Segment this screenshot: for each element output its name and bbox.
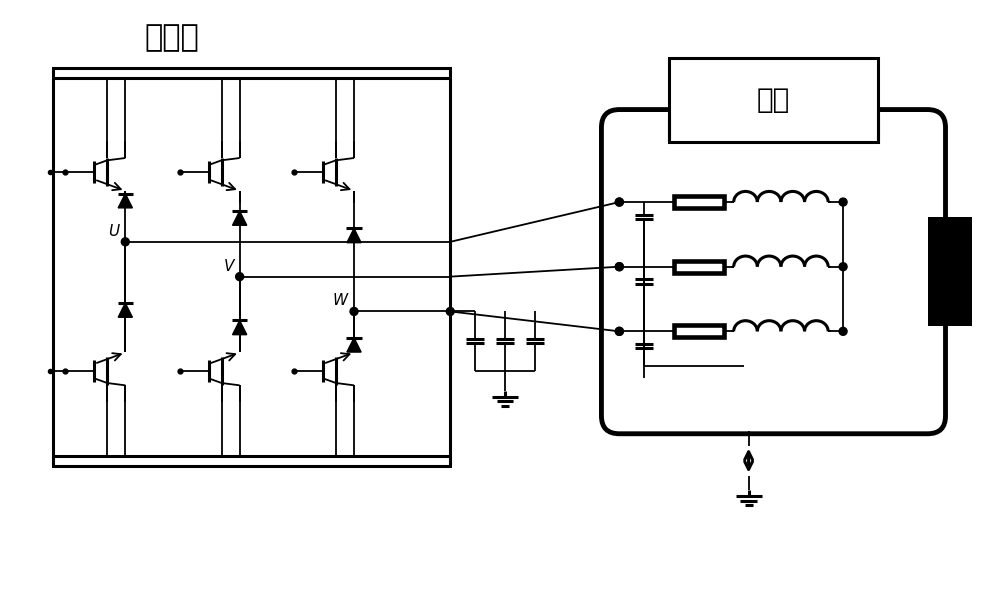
Circle shape (121, 238, 129, 246)
Text: W: W (333, 294, 348, 309)
Bar (52, 68, 450, 466)
Circle shape (839, 263, 847, 271)
Text: 逆变器: 逆变器 (144, 24, 199, 52)
Circle shape (615, 327, 623, 335)
Text: U: U (108, 224, 119, 239)
Text: V: V (223, 259, 234, 274)
Circle shape (350, 308, 358, 315)
Polygon shape (233, 211, 247, 226)
Polygon shape (347, 229, 361, 242)
Circle shape (615, 263, 623, 271)
Bar (669, 58, 878, 142)
Text: 电机: 电机 (757, 86, 790, 114)
Bar (674, 260, 724, 273)
Circle shape (839, 327, 847, 335)
Circle shape (615, 327, 623, 335)
Circle shape (615, 198, 623, 206)
Circle shape (446, 308, 454, 315)
Bar (674, 260, 724, 273)
Bar (674, 326, 724, 337)
Bar (674, 326, 724, 337)
Polygon shape (118, 194, 132, 208)
Circle shape (615, 263, 623, 271)
Polygon shape (118, 303, 132, 317)
Circle shape (615, 198, 623, 206)
Circle shape (236, 273, 244, 280)
Bar (674, 196, 724, 208)
Circle shape (839, 198, 847, 206)
FancyBboxPatch shape (601, 110, 946, 434)
Bar (674, 196, 724, 208)
Bar (928, 217, 972, 326)
Polygon shape (347, 338, 361, 352)
Polygon shape (233, 320, 247, 335)
